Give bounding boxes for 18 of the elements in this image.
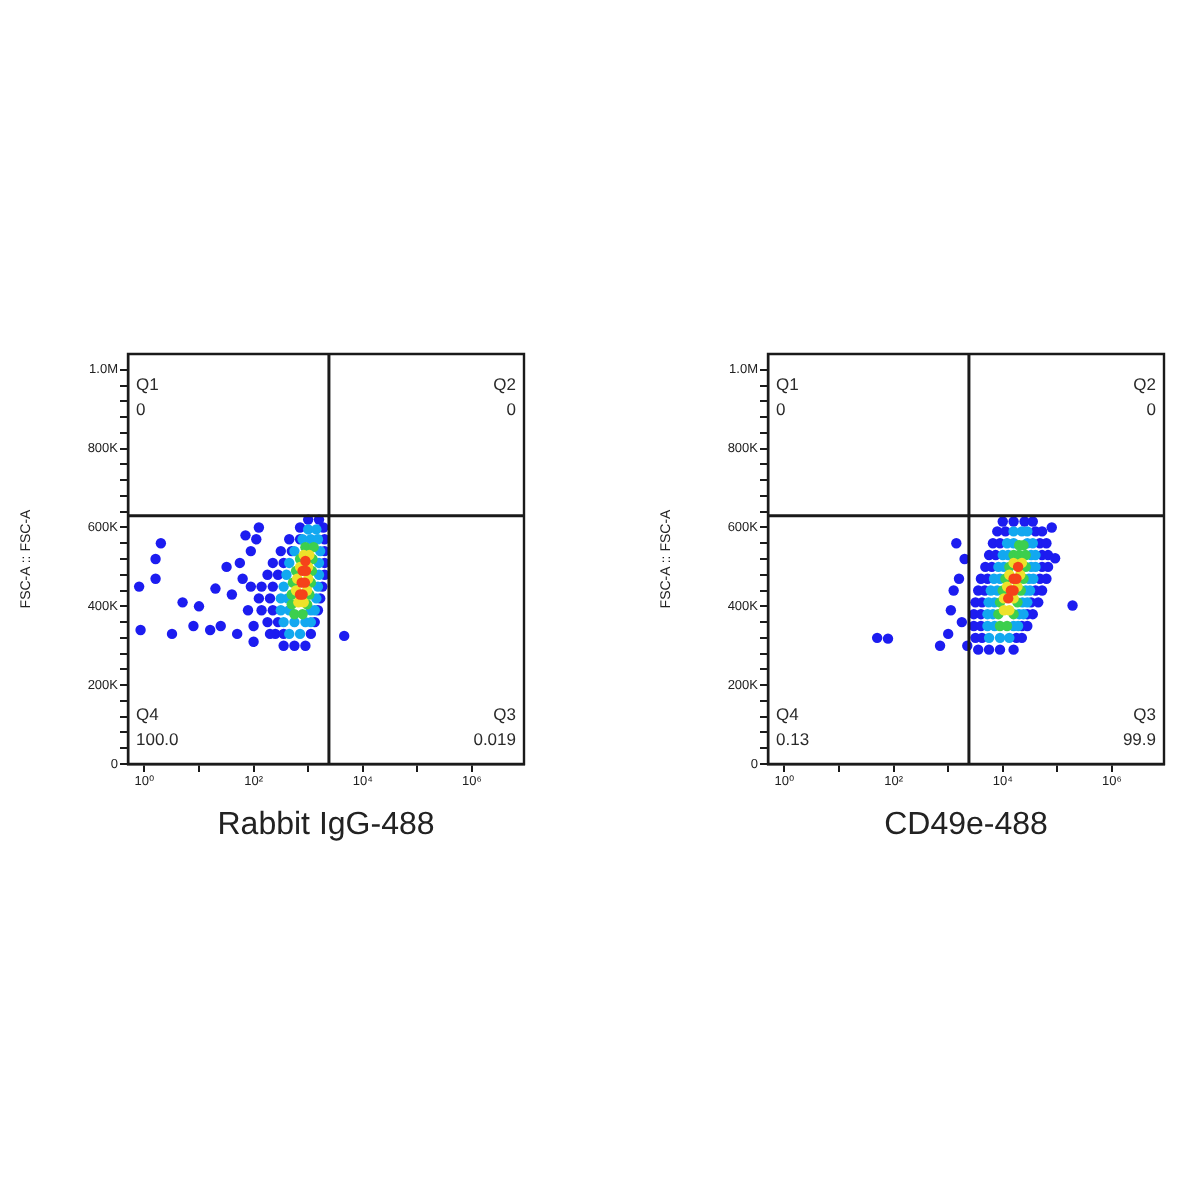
annotation: 0.019 xyxy=(473,728,517,749)
x-axis-title: Rabbit IgG-488 xyxy=(217,807,435,842)
annotation: 0 xyxy=(776,398,786,419)
annotation: 0.13 xyxy=(776,728,810,749)
annotation: Q1 xyxy=(776,373,800,394)
annotation: Q3 xyxy=(493,703,517,724)
annotation: Q1 xyxy=(136,373,160,394)
annotation: 99.9 xyxy=(1122,728,1157,749)
annotation: Q2 xyxy=(1133,373,1157,394)
annotation: Q3 xyxy=(1133,703,1157,724)
annotation: Q4 xyxy=(136,703,160,724)
x-axis-title: CD49e-488 xyxy=(884,807,1049,842)
annotation: 100.0 xyxy=(136,728,180,749)
annotation: 0 xyxy=(136,398,146,419)
annotation: Q2 xyxy=(493,373,517,394)
annotation: 0 xyxy=(1146,398,1157,419)
annotation: 0 xyxy=(506,398,517,419)
annotation: Q4 xyxy=(776,703,800,724)
